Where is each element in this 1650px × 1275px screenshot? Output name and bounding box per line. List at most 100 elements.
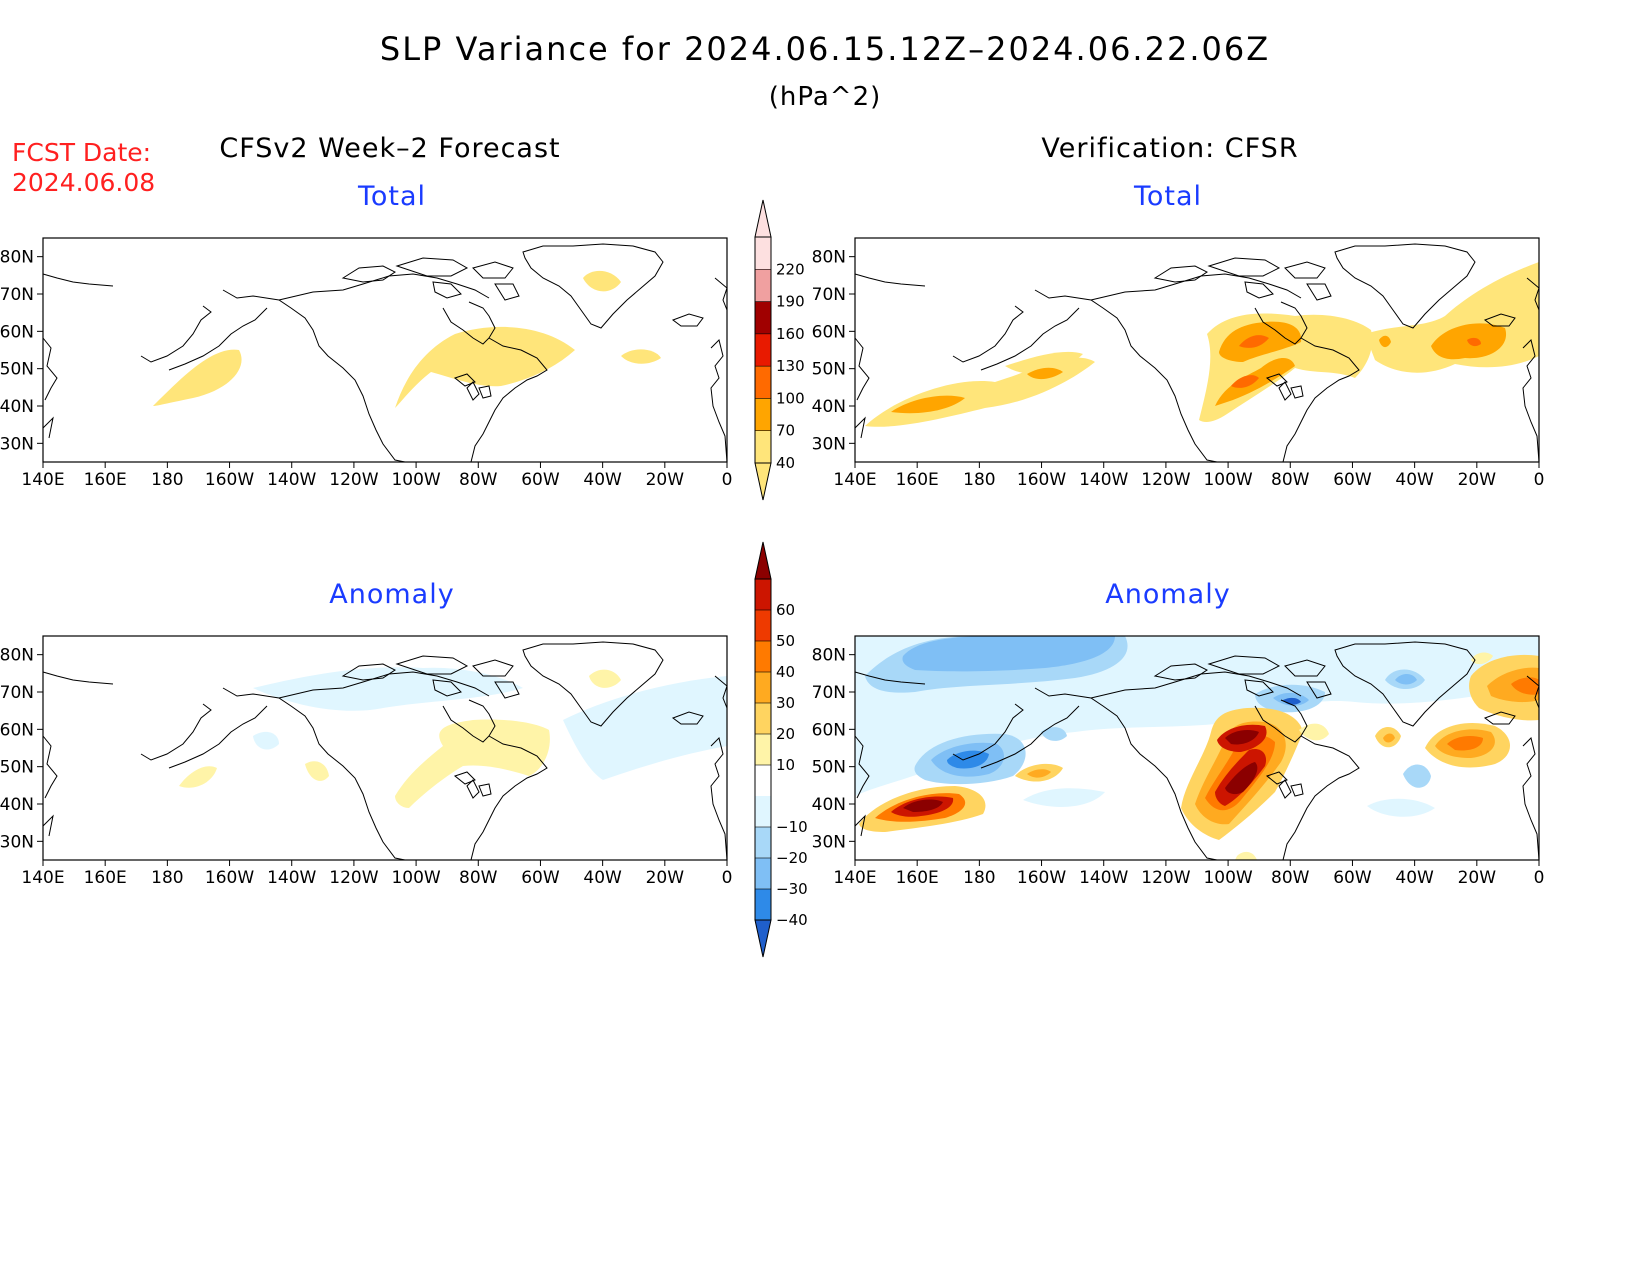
longitude-label: 60W: [521, 868, 560, 888]
anomaly-colorbar-segment: [755, 672, 771, 703]
total-colorbar-label: 70: [776, 422, 795, 440]
longitude-label: 160W: [1017, 868, 1066, 888]
longitude-label: 160W: [205, 470, 254, 490]
total-colorbar-label: 160: [776, 325, 805, 343]
anomaly-colorbar-segment: [755, 827, 771, 858]
forecast-anomaly-shading: [179, 667, 727, 808]
forecast-date-label: FCST Date:: [12, 138, 152, 167]
total-colorbar-segment: [755, 301, 771, 334]
forecast-anomaly-title: Anomaly: [329, 579, 455, 610]
longitude-label: 100W: [1203, 868, 1252, 888]
anomaly-colorbar-segment: [755, 641, 771, 672]
total-colorbar-label: 220: [776, 260, 805, 278]
longitude-label: 100W: [1203, 470, 1252, 490]
longitude-label: 160W: [1017, 470, 1066, 490]
longitude-label: 160E: [896, 868, 939, 888]
longitude-label: 160E: [84, 868, 127, 888]
latitude-label: 40N: [812, 795, 846, 815]
anomaly-colorbar-label: −40: [776, 911, 808, 929]
longitude-label: 180: [151, 868, 183, 888]
anomaly-colorbar-segment: [755, 703, 771, 734]
longitude-label: 140W: [267, 470, 316, 490]
longitude-label: 120W: [329, 868, 378, 888]
figure-units: (hPa^2): [768, 82, 882, 112]
latitude-label: 80N: [812, 248, 846, 268]
latitude-label: 30N: [0, 832, 34, 852]
longitude-label: 40W: [1395, 470, 1434, 490]
longitude-label: 120W: [329, 470, 378, 490]
anomaly-colorbar: −40 −30 −20 −10 10 20 30 40 50 60: [754, 541, 808, 958]
total-colorbar-label: 190: [776, 293, 805, 311]
verification-column-heading: Verification: CFSR: [1041, 133, 1299, 164]
latitude-label: 40N: [0, 795, 34, 815]
latitude-label: 50N: [812, 360, 846, 380]
latitude-label: 60N: [0, 322, 34, 342]
latitude-label: 60N: [812, 322, 846, 342]
latitude-label: 30N: [812, 434, 846, 454]
latitude-label: 80N: [812, 646, 846, 666]
anomaly-colorbar-segment: [755, 765, 771, 796]
anomaly-colorbar-label: −20: [776, 849, 808, 867]
anomaly-colorbar-lower-arrow: [754, 919, 772, 958]
latitude-label: 70N: [0, 683, 34, 703]
latitude-label: 80N: [0, 646, 34, 666]
longitude-label: 160W: [205, 868, 254, 888]
longitude-label: 160E: [896, 470, 939, 490]
longitude-label: 80W: [1271, 868, 1310, 888]
latitude-label: 60N: [812, 720, 846, 740]
longitude-label: 60W: [521, 470, 560, 490]
anomaly-colorbar-segment: [755, 579, 771, 610]
longitude-label: 20W: [646, 470, 685, 490]
longitude-label: 40W: [583, 470, 622, 490]
anomaly-colorbar-segment: [755, 734, 771, 765]
anomaly-colorbar-label: 60: [776, 601, 795, 619]
total-colorbar-label: 100: [776, 389, 805, 407]
total-colorbar-segment: [755, 269, 771, 302]
longitude-label: 60W: [1333, 470, 1372, 490]
anomaly-colorbar-upper-arrow: [754, 541, 772, 580]
longitude-label: 40W: [1395, 868, 1434, 888]
longitude-label: 100W: [391, 868, 440, 888]
total-colorbar-label: 40: [776, 454, 795, 472]
longitude-label: 100W: [391, 470, 440, 490]
latitude-label: 70N: [812, 285, 846, 305]
anomaly-colorbar-segment: [755, 610, 771, 641]
anomaly-colorbar-label: −10: [776, 818, 808, 836]
forecast-total-map: 140E 160E 180 160W 140W 120W 100W 80W 60W 40W 20W 0…: [0, 237, 733, 490]
longitude-label: 20W: [1458, 470, 1497, 490]
total-colorbar-segment: [755, 398, 771, 431]
anomaly-colorbar-segment: [755, 889, 771, 920]
latitude-label: 50N: [0, 758, 34, 778]
total-colorbar-segment: [755, 237, 771, 270]
latitude-label: 70N: [812, 683, 846, 703]
longitude-label: 140E: [21, 868, 64, 888]
longitude-label: 180: [963, 470, 995, 490]
longitude-label: 60W: [1333, 868, 1372, 888]
latitude-label: 70N: [0, 285, 34, 305]
latitude-label: 60N: [0, 720, 34, 740]
total-colorbar-lower-arrow: [754, 462, 772, 501]
forecast-total-shading: [153, 270, 661, 408]
total-colorbar-upper-arrow: [754, 199, 772, 238]
anomaly-colorbar-label: 20: [776, 725, 795, 743]
longitude-label: 140E: [833, 868, 876, 888]
verification-total-title: Total: [1133, 181, 1203, 212]
longitude-label: 140E: [21, 470, 64, 490]
longitude-label: 0: [722, 470, 733, 490]
longitude-label: 120W: [1141, 868, 1190, 888]
longitude-label: 80W: [459, 470, 498, 490]
total-colorbar-label: 130: [776, 357, 805, 375]
latitude-label: 40N: [0, 397, 34, 417]
figure-title: SLP Variance for 2024.06.15.12Z–2024.06.…: [379, 30, 1271, 68]
longitude-label: 140W: [267, 868, 316, 888]
latitude-label: 40N: [812, 397, 846, 417]
forecast-total-title: Total: [357, 181, 427, 212]
total-colorbar-segment: [755, 430, 771, 463]
longitude-label: 140E: [833, 470, 876, 490]
latitude-label: 30N: [0, 434, 34, 454]
anomaly-colorbar-segment: [755, 858, 771, 889]
verification-total-shading: [865, 262, 1539, 427]
total-colorbar-segment: [755, 333, 771, 367]
longitude-label: 0: [1534, 868, 1545, 888]
longitude-label: 80W: [459, 868, 498, 888]
